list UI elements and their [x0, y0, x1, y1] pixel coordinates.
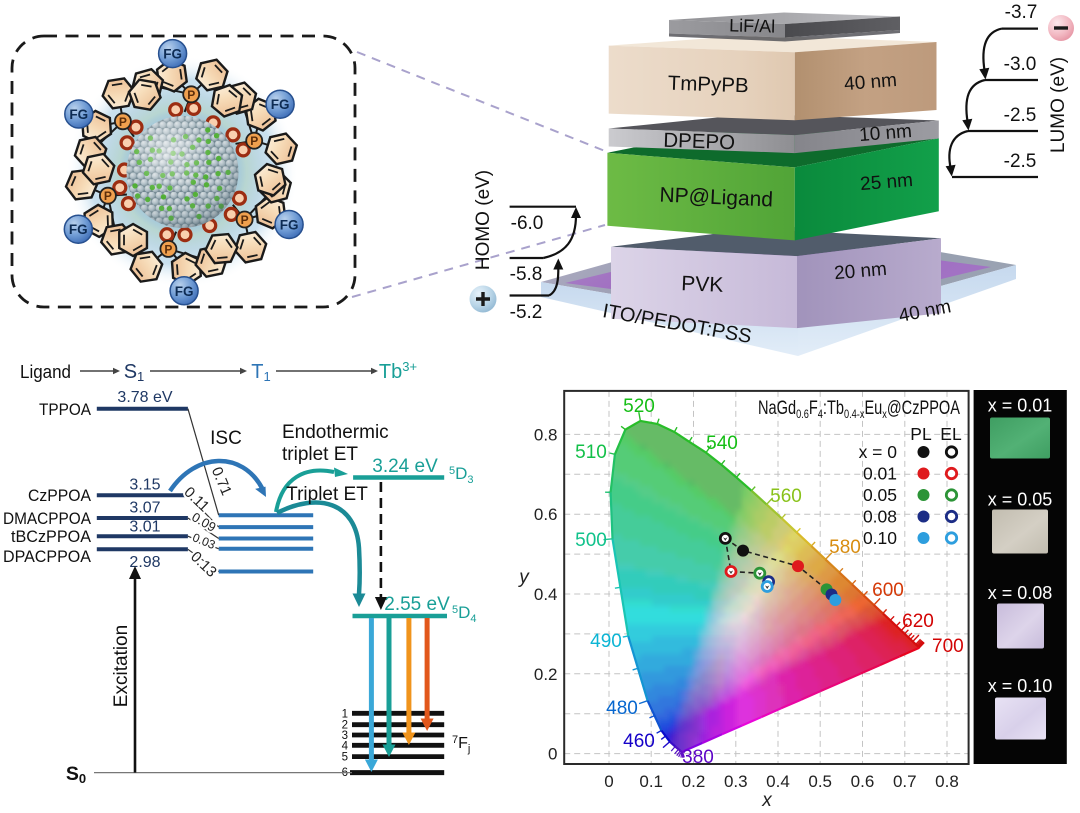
svg-text:480: 480: [606, 698, 638, 719]
svg-text:5D4: 5D4: [452, 603, 477, 625]
svg-text:4: 4: [342, 740, 349, 752]
svg-text:Excitation: Excitation: [111, 625, 132, 707]
svg-text:0.6: 0.6: [534, 505, 558, 524]
svg-text:TmPyPB: TmPyPB: [667, 72, 749, 98]
svg-text:40 nm: 40 nm: [843, 70, 897, 95]
svg-text:S1: S1: [124, 361, 145, 384]
svg-text:PVK: PVK: [681, 272, 724, 297]
svg-text:Endothermic: Endothermic: [282, 422, 389, 443]
svg-text:0.6: 0.6: [851, 772, 875, 791]
svg-text:-5.2: -5.2: [510, 302, 543, 323]
svg-text:T1: T1: [251, 361, 270, 384]
svg-text:0.01: 0.01: [863, 464, 897, 484]
svg-text:Triplet ET: Triplet ET: [286, 484, 368, 505]
svg-text:0.4: 0.4: [534, 585, 558, 604]
svg-text:LiF/Al: LiF/Al: [729, 15, 776, 36]
svg-text:540: 540: [706, 433, 738, 454]
svg-text:500: 500: [575, 530, 607, 551]
svg-text:-2.5: -2.5: [1004, 151, 1037, 172]
svg-text:HOMO (eV): HOMO (eV): [473, 170, 494, 270]
svg-text:10 nm: 10 nm: [858, 121, 912, 146]
svg-text:x = 0: x = 0: [859, 442, 898, 462]
svg-text:380: 380: [682, 747, 714, 768]
svg-text:NaGd0.6F4:Tb0.4-xEux@CzPPOA: NaGd0.6F4:Tb0.4-xEux@CzPPOA: [758, 398, 960, 421]
svg-text:560: 560: [770, 486, 802, 507]
svg-text:580: 580: [829, 537, 861, 558]
svg-text:triplet ET: triplet ET: [282, 444, 358, 465]
svg-text:-6.0: -6.0: [511, 213, 544, 234]
svg-text:y: y: [517, 567, 530, 588]
svg-text:NP@Ligand: NP@Ligand: [659, 184, 773, 212]
svg-text:490: 490: [590, 631, 622, 652]
svg-text:0.2: 0.2: [534, 665, 558, 684]
svg-text:Ligand: Ligand: [20, 362, 71, 382]
svg-text:tBCzPPOA: tBCzPPOA: [11, 527, 92, 546]
svg-text:DPACPPOA: DPACPPOA: [3, 547, 92, 566]
svg-text:3.24 eV: 3.24 eV: [372, 456, 438, 477]
svg-text:25 nm: 25 nm: [859, 170, 913, 195]
svg-text:CzPPOA: CzPPOA: [28, 486, 92, 505]
svg-text:ISC: ISC: [210, 428, 242, 449]
svg-text:-5.8: -5.8: [510, 264, 543, 285]
svg-text:700: 700: [932, 636, 964, 657]
svg-text:0.8: 0.8: [935, 772, 959, 791]
svg-text:x: x: [761, 790, 773, 811]
svg-text:x = 0.05: x = 0.05: [988, 490, 1053, 510]
svg-text:PL: PL: [910, 424, 932, 444]
svg-text:Tb3+: Tb3+: [379, 359, 417, 383]
svg-text:3.78 eV: 3.78 eV: [117, 389, 172, 406]
svg-text:2.98: 2.98: [129, 554, 160, 571]
svg-text:0.03: 0.03: [190, 530, 217, 552]
svg-text:0.4: 0.4: [766, 772, 790, 791]
svg-text:0.7: 0.7: [893, 772, 917, 791]
svg-text:EL: EL: [940, 424, 962, 444]
svg-text:x = 0.10: x = 0.10: [988, 676, 1053, 696]
svg-text:2.55 eV: 2.55 eV: [384, 594, 450, 615]
svg-text:-3.0: -3.0: [1004, 54, 1037, 75]
svg-text:x = 0.01: x = 0.01: [988, 396, 1053, 416]
svg-text:LUMO (eV): LUMO (eV): [1048, 57, 1069, 153]
svg-text:x = 0.08: x = 0.08: [988, 583, 1053, 603]
svg-text:-3.7: -3.7: [1005, 2, 1038, 23]
svg-text:460: 460: [623, 731, 655, 752]
svg-text:5: 5: [342, 752, 348, 764]
svg-text:0.13: 0.13: [187, 548, 220, 581]
svg-text:0: 0: [548, 745, 557, 764]
svg-text:3.15: 3.15: [129, 477, 160, 494]
svg-text:7Fj: 7Fj: [452, 734, 470, 755]
svg-text:0.09: 0.09: [189, 509, 218, 535]
svg-text:0.10: 0.10: [863, 528, 897, 548]
svg-text:0.3: 0.3: [724, 772, 748, 791]
svg-text:-2.5: -2.5: [1004, 105, 1037, 126]
svg-text:510: 510: [575, 442, 607, 463]
svg-text:0.8: 0.8: [534, 425, 558, 444]
svg-text:20 nm: 20 nm: [833, 259, 887, 285]
svg-text:0.08: 0.08: [863, 507, 897, 527]
svg-text:TPPOA: TPPOA: [39, 400, 92, 419]
svg-text:0: 0: [604, 772, 613, 791]
svg-text:2: 2: [342, 720, 348, 732]
svg-text:3.01: 3.01: [129, 519, 160, 536]
svg-text:1: 1: [342, 708, 348, 720]
svg-text:520: 520: [623, 396, 655, 417]
svg-text:0.05: 0.05: [863, 485, 897, 505]
svg-text:620: 620: [902, 611, 934, 632]
svg-text:0.1: 0.1: [639, 772, 663, 791]
svg-text:600: 600: [872, 580, 904, 601]
svg-text:5D3: 5D3: [449, 464, 474, 486]
svg-text:3: 3: [342, 730, 348, 742]
svg-text:DPEPO: DPEPO: [663, 129, 736, 154]
svg-text:0.5: 0.5: [808, 772, 832, 791]
svg-text:3.07: 3.07: [129, 500, 160, 517]
svg-text:DMACPPOA: DMACPPOA: [3, 509, 92, 528]
svg-text:S0: S0: [66, 763, 86, 786]
svg-text:0.2: 0.2: [682, 772, 706, 791]
